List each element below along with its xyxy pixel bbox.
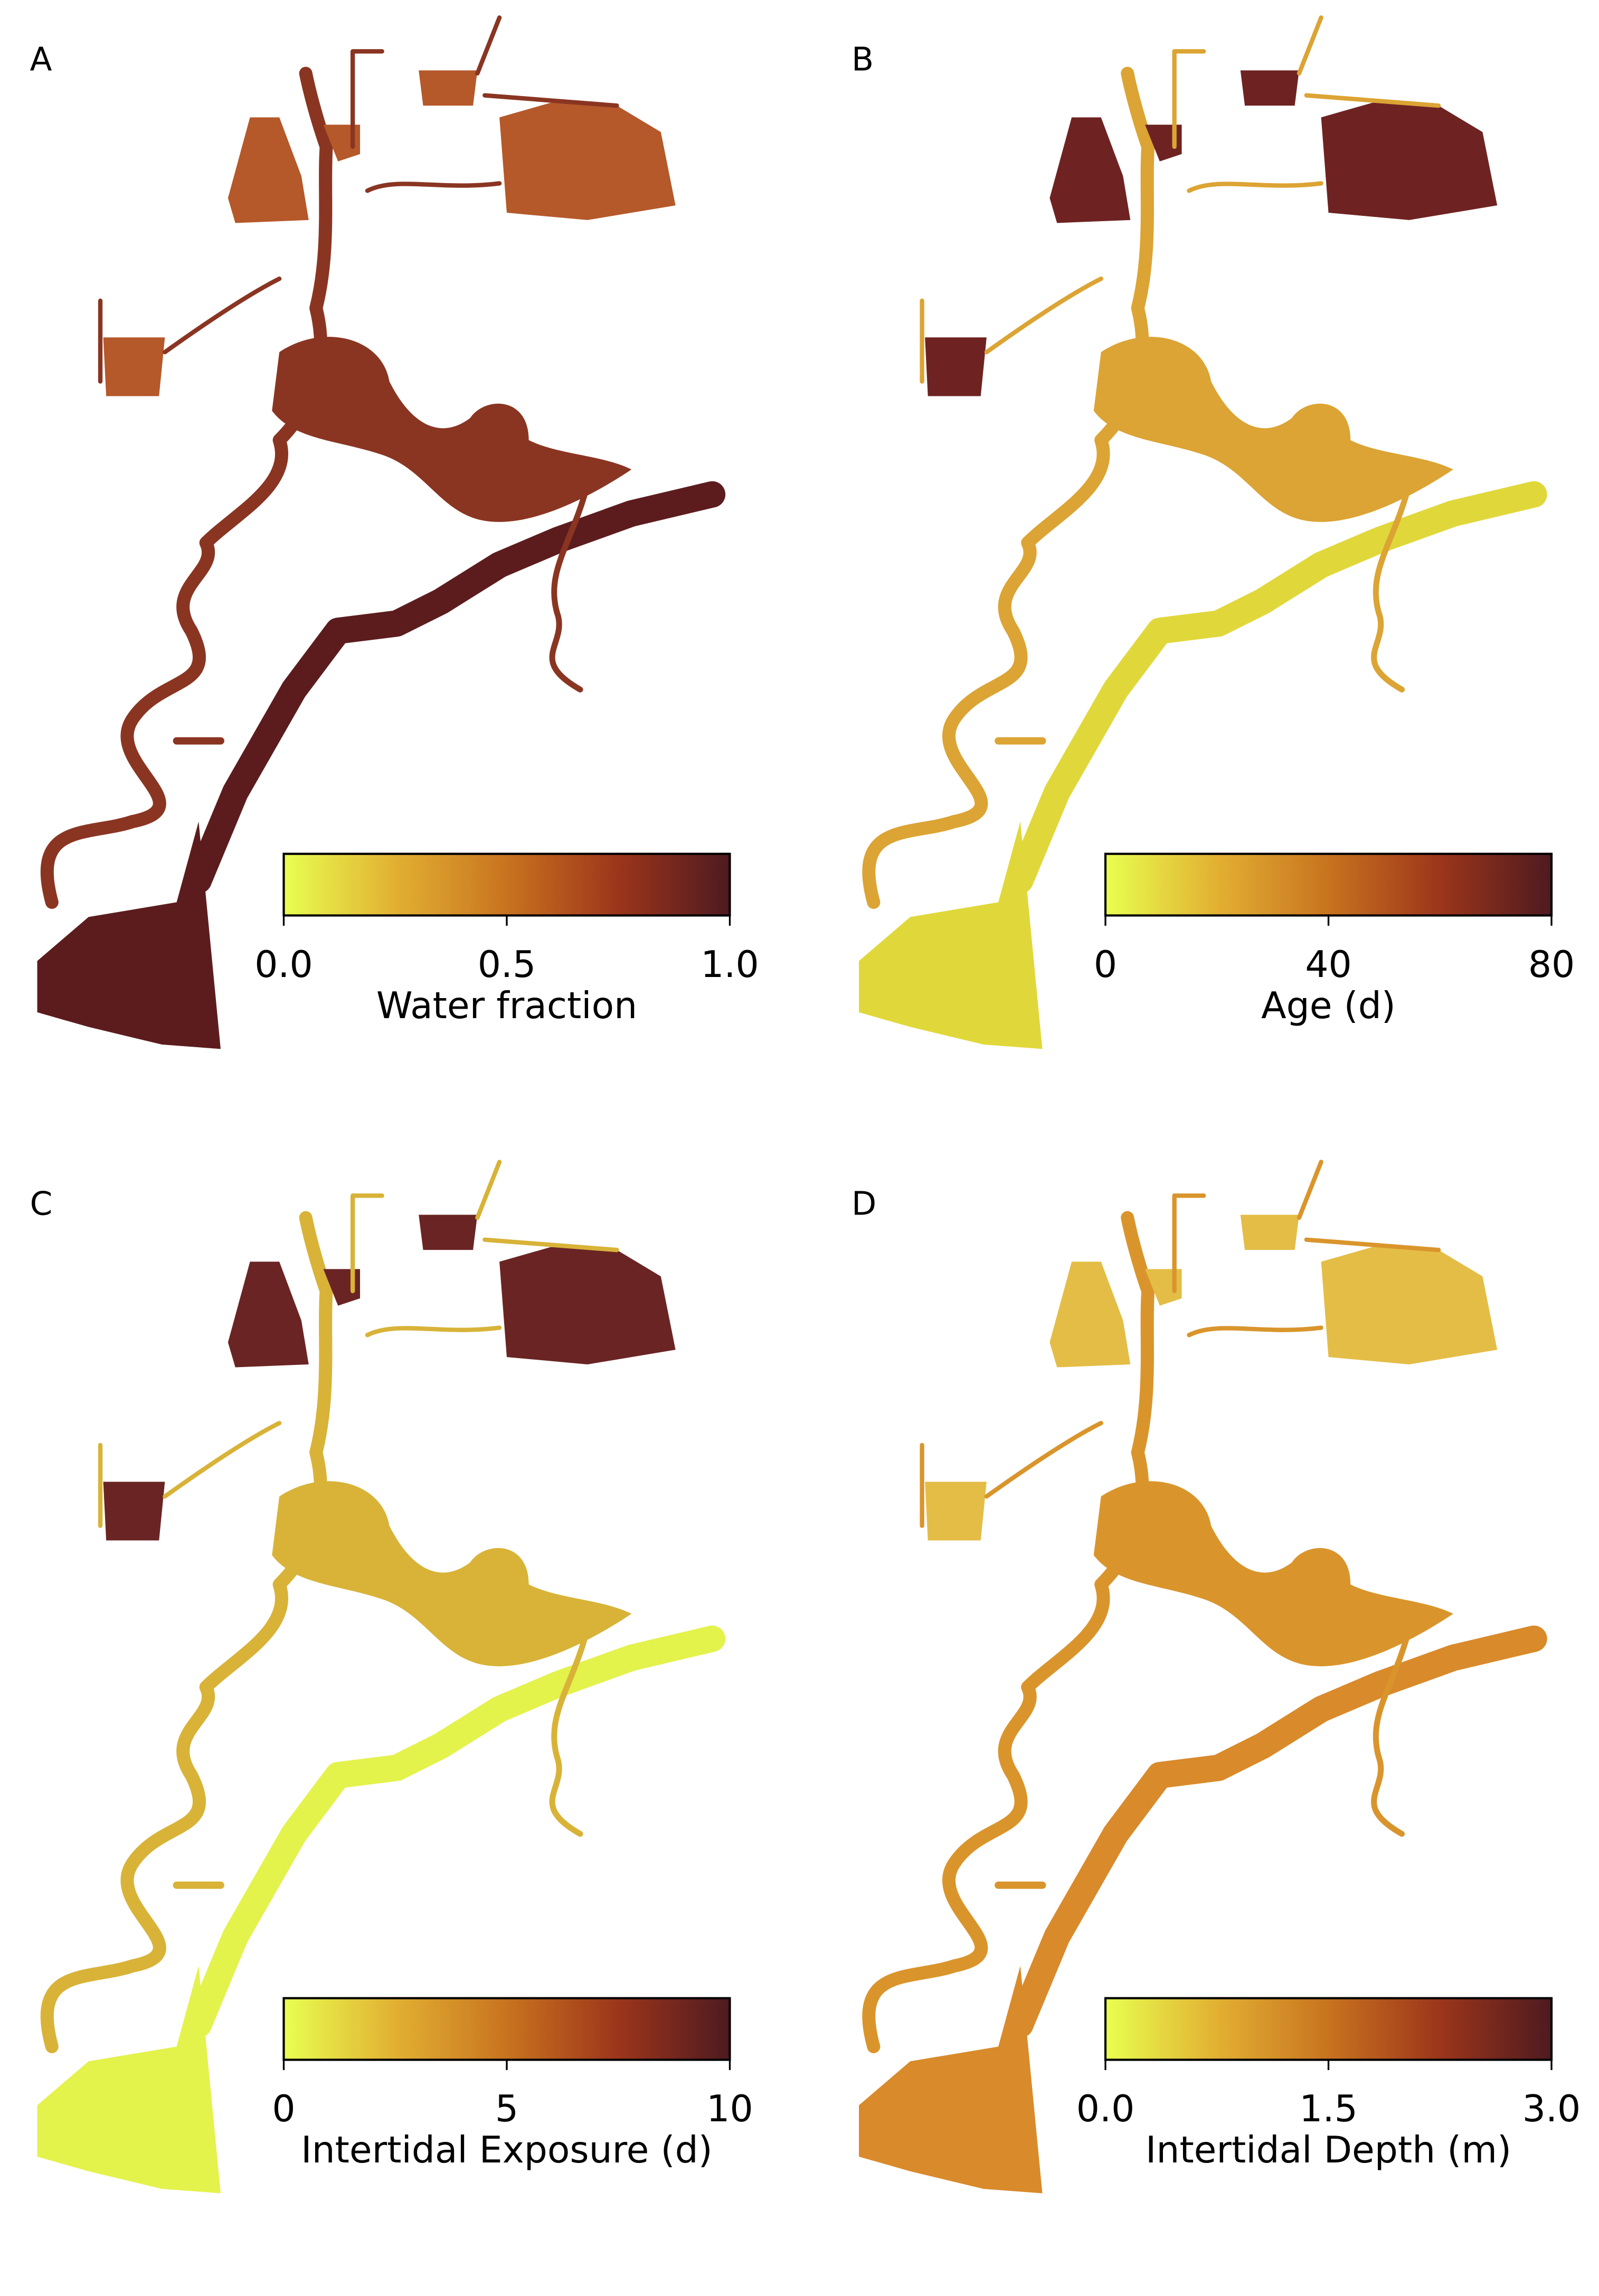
colorbar-tick-label: 0.5 bbox=[478, 944, 536, 986]
colorbar bbox=[1104, 852, 1553, 917]
colorbar-tick-label: 40 bbox=[1305, 944, 1351, 986]
colorbar-tick-label: 0 bbox=[1094, 944, 1117, 986]
colorbar bbox=[282, 852, 731, 917]
colorbar-tick-label: 80 bbox=[1528, 944, 1575, 986]
panel-label: A bbox=[30, 41, 52, 78]
panel-label: B bbox=[851, 41, 874, 78]
colorbar-label: Age (d) bbox=[1261, 985, 1396, 1027]
colorbar-tick-label: 1.0 bbox=[701, 944, 759, 986]
colorbar-tick-label: 1.5 bbox=[1299, 2088, 1357, 2130]
colorbar-label: Water fraction bbox=[376, 985, 637, 1027]
panel: A 0.0 0.5 1.0 Water fraction bbox=[30, 41, 759, 1027]
panel: D 0.0 1.5 3.0 Intertidal Depth (m) bbox=[851, 1185, 1581, 2171]
colorbar-tick-label: 0.0 bbox=[254, 944, 313, 986]
colorbar-tick-label: 3.0 bbox=[1522, 2088, 1581, 2130]
colorbar-label: Intertidal Exposure (d) bbox=[301, 2129, 713, 2171]
colorbar-label: Intertidal Depth (m) bbox=[1146, 2129, 1511, 2171]
colorbar-tick-label: 0 bbox=[272, 2088, 295, 2130]
colorbar-tick-label: 0.0 bbox=[1076, 2088, 1134, 2130]
colorbar bbox=[1104, 1997, 1553, 2061]
colorbar-tick-label: 10 bbox=[706, 2088, 753, 2130]
colorbar bbox=[282, 1997, 731, 2061]
panel-label: D bbox=[851, 1185, 876, 1222]
colorbar-tick-label: 5 bbox=[495, 2088, 518, 2130]
panel-label: C bbox=[30, 1185, 53, 1222]
panel: B 0 40 80 Age (d) bbox=[851, 41, 1575, 1027]
